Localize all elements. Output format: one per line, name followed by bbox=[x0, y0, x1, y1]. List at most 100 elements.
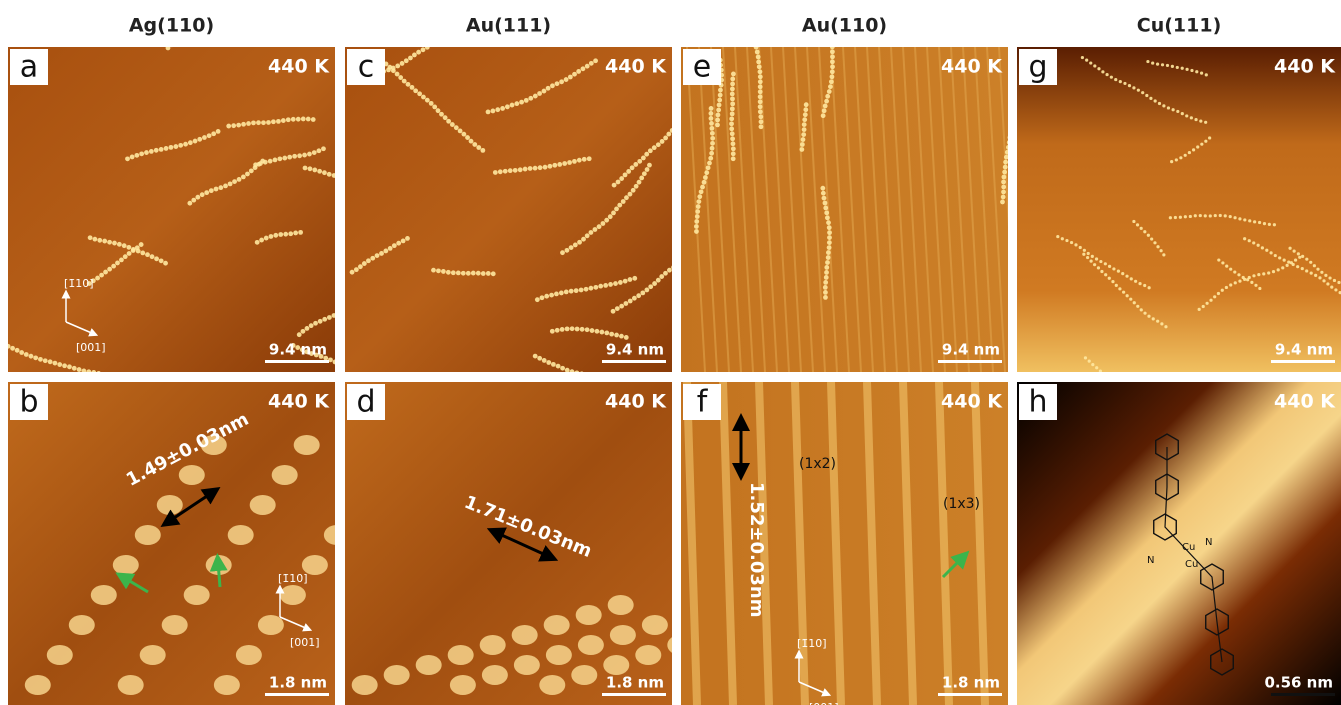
molecule-dot bbox=[628, 192, 633, 197]
molecule-dot bbox=[255, 240, 260, 245]
molecule-dot bbox=[1150, 237, 1153, 240]
molecule-dot bbox=[460, 26, 465, 31]
molecule-dot bbox=[823, 104, 828, 109]
molecule-dot bbox=[1253, 220, 1256, 223]
molecule-dot bbox=[631, 188, 636, 193]
molecule-dot bbox=[154, 256, 159, 261]
scale-bar-label: 0.56 nm bbox=[1264, 674, 1333, 692]
molecule-dot bbox=[456, 271, 461, 276]
molecule-dot bbox=[573, 243, 578, 248]
panel-label: h bbox=[1028, 385, 1047, 420]
molecule-dot bbox=[623, 172, 628, 177]
stm-image bbox=[345, 47, 672, 372]
molecule-dot bbox=[589, 374, 594, 379]
molecule-dot bbox=[1149, 97, 1152, 100]
molecule-dot bbox=[1099, 260, 1102, 263]
molecule-dot bbox=[551, 362, 556, 367]
molecule-dot bbox=[1181, 112, 1184, 115]
molecule-dot bbox=[236, 123, 241, 128]
molecule-dot bbox=[1171, 65, 1174, 68]
molecule-dot bbox=[1196, 145, 1199, 148]
molecule-dot bbox=[570, 326, 575, 331]
scale-bar-label: 9.4 nm bbox=[942, 341, 1000, 359]
molecule-dot bbox=[505, 104, 510, 109]
molecule-dot bbox=[354, 267, 359, 272]
molecule-dot bbox=[202, 135, 207, 140]
molecule-dot bbox=[1296, 265, 1299, 268]
direction-label: [001] bbox=[809, 701, 839, 705]
molecule-dot bbox=[1328, 276, 1331, 279]
molecule-dot bbox=[756, 59, 761, 64]
molecule-dot bbox=[758, 99, 763, 104]
molecule-dot bbox=[241, 122, 246, 127]
molecule-dot bbox=[471, 271, 476, 276]
molecule-dot bbox=[1089, 260, 1092, 263]
molecule-dot bbox=[298, 230, 303, 235]
molecule-dot bbox=[546, 86, 551, 91]
molecule-dot bbox=[581, 237, 586, 242]
molecule-dot bbox=[1263, 222, 1266, 225]
molecule-dot bbox=[1001, 195, 1006, 200]
molecule-dot bbox=[1105, 73, 1108, 76]
molecule-dot bbox=[652, 281, 657, 286]
molecule-dot bbox=[619, 334, 624, 339]
molecule-dot bbox=[67, 364, 72, 369]
direction-label: [1̄10] bbox=[797, 637, 827, 650]
molecule-dot bbox=[1322, 279, 1325, 282]
molecule-dot bbox=[1101, 70, 1104, 73]
molecule-dot bbox=[666, 132, 671, 137]
molecule-dot bbox=[125, 156, 130, 161]
molecule-dot bbox=[413, 88, 418, 93]
molecule-dot bbox=[599, 330, 604, 335]
molecule-dot bbox=[1156, 63, 1159, 66]
molecule-dot bbox=[412, 53, 417, 58]
chain-blob bbox=[635, 645, 661, 665]
molecule-dot bbox=[450, 122, 455, 127]
molecule-dot bbox=[826, 250, 831, 255]
molecule-dot bbox=[537, 91, 542, 96]
chain-blob bbox=[539, 675, 565, 695]
molecule-dot bbox=[739, 13, 744, 18]
molecule-dot bbox=[461, 132, 466, 137]
chain-blob bbox=[642, 615, 668, 635]
molecule-dot bbox=[1205, 302, 1208, 305]
molecule-dot bbox=[709, 111, 714, 116]
molecule-dot bbox=[1190, 69, 1193, 72]
molecule-dot bbox=[1297, 252, 1300, 255]
molecule-dot bbox=[801, 137, 806, 142]
molecule-dot bbox=[436, 268, 441, 273]
molecule-dot bbox=[1129, 298, 1132, 301]
molecule-dot bbox=[1086, 256, 1089, 259]
molecule-dot bbox=[830, 49, 835, 54]
molecule-dot bbox=[1083, 249, 1086, 252]
molecule-dot bbox=[1104, 262, 1107, 265]
molecule-dot bbox=[442, 34, 447, 39]
molecule-dot bbox=[572, 72, 577, 77]
molecule-dot bbox=[370, 256, 375, 261]
molecule-dot bbox=[1248, 276, 1251, 279]
molecule-dot bbox=[644, 288, 649, 293]
scale-bar bbox=[602, 693, 666, 696]
molecule-dot bbox=[579, 288, 584, 293]
molecule-dot bbox=[804, 102, 809, 107]
molecule-dot bbox=[537, 356, 542, 361]
molecule-dot bbox=[1200, 143, 1203, 146]
molecule-dot bbox=[528, 96, 533, 101]
molecule-dot bbox=[830, 54, 835, 59]
molecule-dot bbox=[710, 141, 715, 146]
molecule-dot bbox=[1000, 200, 1005, 205]
molecule-dot bbox=[576, 69, 581, 74]
chain-blob bbox=[294, 435, 320, 455]
molecule-dot bbox=[139, 151, 144, 156]
molecule-dot bbox=[621, 199, 626, 204]
molecule-dot bbox=[1125, 275, 1128, 278]
molecule-dot bbox=[217, 6, 222, 11]
molecule-dot bbox=[228, 181, 233, 186]
scale-bar-label: 1.8 nm bbox=[606, 674, 664, 692]
molecule-dot bbox=[503, 169, 508, 174]
molecule-dot bbox=[145, 252, 150, 257]
molecule-dot bbox=[567, 160, 572, 165]
molecule-dot bbox=[604, 331, 609, 336]
molecule-dot bbox=[630, 165, 635, 170]
molecule-dot bbox=[624, 195, 629, 200]
